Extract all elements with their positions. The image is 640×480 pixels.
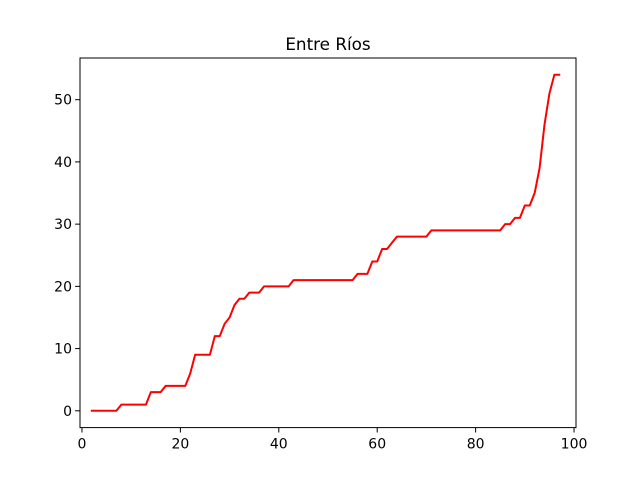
y-tick-label: 30	[54, 217, 72, 233]
y-tick-label: 40	[54, 155, 72, 171]
x-tick-label: 60	[368, 437, 386, 453]
chart-title: Entre Ríos	[285, 34, 370, 54]
x-axis: 0 20 40 60 80 100	[78, 427, 588, 453]
x-tick-label: 20	[171, 437, 189, 453]
y-axis: 0 10 20 30 40 50	[54, 93, 80, 420]
y-tick-label: 10	[54, 342, 72, 358]
axes-frame	[79, 57, 577, 429]
y-tick-label: 20	[54, 279, 72, 295]
x-tick-label: 40	[270, 437, 288, 453]
y-tick-label: 50	[54, 93, 72, 109]
series-line	[90, 73, 561, 412]
plot-area	[90, 73, 561, 412]
x-tick-label: 80	[467, 437, 485, 453]
x-tick-label: 100	[561, 437, 588, 453]
x-tick-label: 0	[78, 437, 87, 453]
y-tick-label: 0	[63, 404, 72, 420]
